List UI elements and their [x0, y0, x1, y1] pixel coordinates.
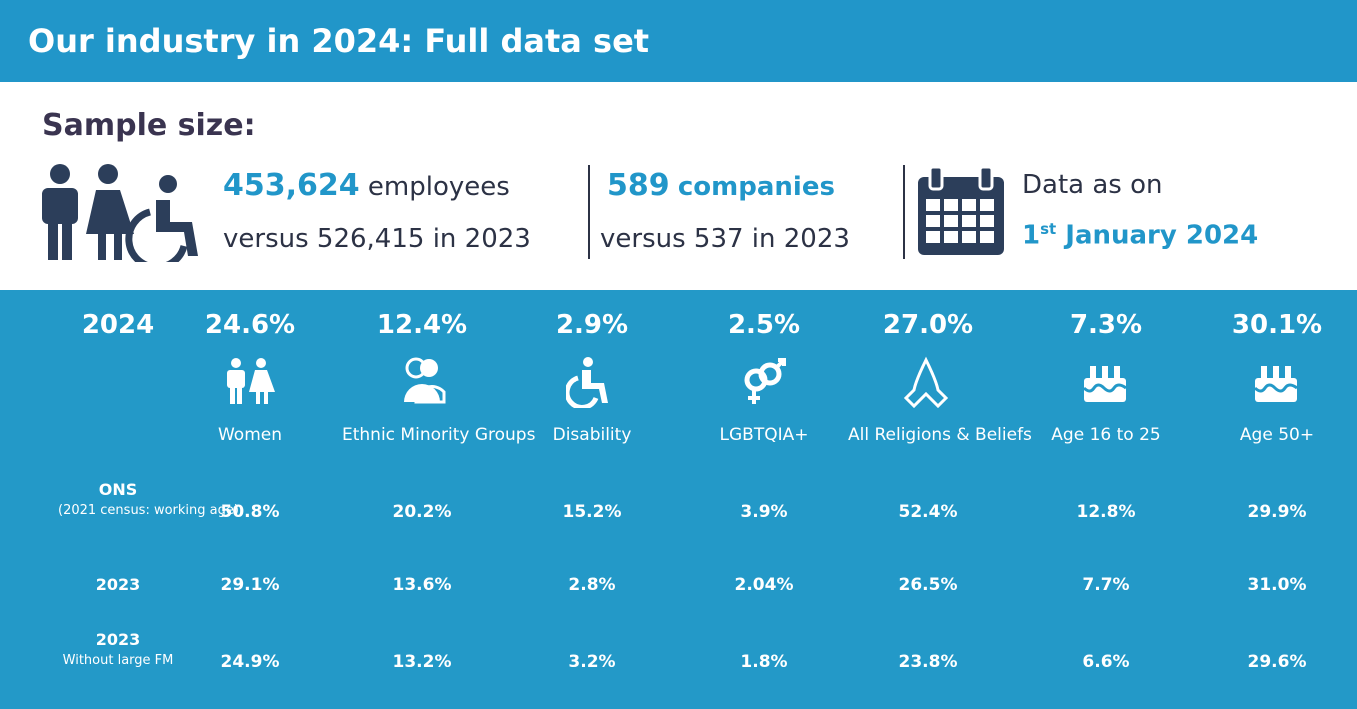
header-bar	[0, 0, 1357, 82]
column-label: Ethnic Minority Groups	[342, 425, 536, 445]
column-icon	[1080, 356, 1132, 408]
cell: 52.4%	[898, 502, 958, 522]
employees-compare: versus 526,415 in 2023	[223, 224, 531, 254]
cell: 13.6%	[392, 575, 452, 595]
table: 2024 24.6% Women 12.4% Ethnic Minority Group…	[0, 290, 1357, 709]
sample-heading: Sample size:	[42, 108, 256, 143]
cell: 29.6%	[1247, 652, 1307, 672]
cell: 20.2%	[392, 502, 452, 522]
year-header: 2024	[81, 310, 155, 340]
column-pct: 7.3%	[1069, 310, 1143, 340]
column-pct: 12.4%	[376, 310, 468, 340]
column-icon	[738, 356, 790, 408]
cell: 3.9%	[740, 502, 788, 522]
cell: 29.1%	[220, 575, 280, 595]
date-label: Data as on	[1022, 170, 1163, 200]
date-rest: January 2024	[1065, 220, 1259, 251]
column-pct: 2.9%	[555, 310, 629, 340]
column-label: LGBTQIA+	[719, 425, 809, 445]
cell: 1.8%	[740, 652, 788, 672]
cell: 7.7%	[1082, 575, 1130, 595]
row-label: ONS	[98, 480, 138, 499]
companies: 589 companies	[607, 168, 835, 203]
row-label: 2023	[95, 575, 141, 594]
column-icon	[1251, 356, 1303, 408]
divider	[588, 165, 590, 259]
cell: 3.2%	[568, 652, 616, 672]
column-label: All Religions & Beliefs	[848, 425, 1032, 445]
column-icon	[564, 356, 618, 410]
cell: 23.8%	[898, 652, 958, 672]
cell: 15.2%	[562, 502, 622, 522]
row-label: 2023	[95, 630, 141, 649]
column-icon	[396, 356, 448, 408]
date: 1st January 2024	[1022, 220, 1258, 251]
companies-unit: companies	[677, 172, 835, 202]
cell: 2.04%	[734, 575, 794, 595]
column-icon	[224, 356, 276, 408]
cell: 13.2%	[392, 652, 452, 672]
column-pct: 2.5%	[727, 310, 801, 340]
column-label: Disability	[552, 425, 632, 445]
companies-value: 589	[607, 168, 670, 203]
cell: 29.9%	[1247, 502, 1307, 522]
column-label: Women	[217, 425, 282, 445]
employees: 453,624 employees	[223, 168, 510, 203]
companies-compare: versus 537 in 2023	[600, 224, 850, 254]
title: Our industry in 2024: Full data set	[28, 22, 650, 60]
cell: 12.8%	[1076, 502, 1136, 522]
cell: 26.5%	[898, 575, 958, 595]
column-pct: 30.1%	[1231, 310, 1323, 340]
column-pct: 27.0%	[882, 310, 974, 340]
column-label: Age 50+	[1239, 425, 1315, 445]
divider	[903, 165, 905, 259]
employees-value: 453,624	[223, 168, 360, 203]
date-suffix: st	[1040, 220, 1057, 238]
employees-unit: employees	[367, 172, 510, 202]
cell: 50.8%	[220, 502, 280, 522]
column-icon	[902, 356, 954, 409]
calendar-icon	[918, 165, 1004, 255]
column-pct: 24.6%	[204, 310, 296, 340]
row-sublabel: Without large FM	[62, 653, 174, 668]
column-label: Age 16 to 25	[1051, 425, 1161, 445]
row-sublabel: (2021 census: working age)	[58, 503, 239, 518]
people-icon	[42, 164, 198, 262]
cell: 24.9%	[220, 652, 280, 672]
cell: 6.6%	[1082, 652, 1130, 672]
cell: 2.8%	[568, 575, 616, 595]
date-day: 1	[1022, 220, 1041, 251]
cell: 31.0%	[1247, 575, 1307, 595]
